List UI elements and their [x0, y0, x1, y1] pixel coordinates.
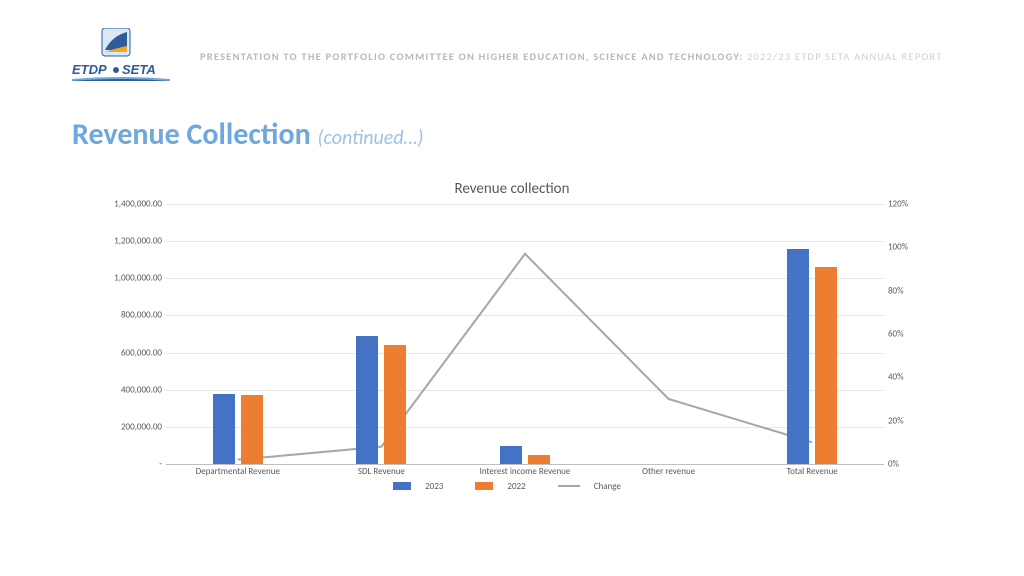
bar-2023 [500, 446, 522, 464]
y-right-tick: 100% [888, 242, 908, 253]
header-sub: 2022/23 ETDP SETA ANNUAL REPORT [743, 50, 942, 63]
y-axis-right: 0% 20% 40% 60% 80% 100% 120% [884, 204, 924, 464]
y-axis-left: - 200,000.00 400,000.00 600,000.00 800,0… [100, 204, 166, 464]
y-left-tick: 800,000.00 [121, 310, 162, 321]
bar-2023 [356, 336, 378, 464]
y-left-tick: 1,200,000.00 [114, 236, 162, 247]
legend-label: 2022 [507, 481, 525, 492]
x-label: Interest income Revenue [453, 466, 597, 477]
legend-item-2022: 2022 [475, 480, 535, 491]
svg-text:SETA: SETA [122, 62, 156, 77]
bar-2023 [787, 249, 809, 464]
svg-text:ETDP: ETDP [72, 62, 107, 77]
header-main: PRESENTATION TO THE PORTFOLIO COMMITTEE … [200, 50, 743, 63]
y-right-tick: 40% [888, 372, 904, 383]
change-line [166, 204, 884, 464]
y-left-tick: 600,000.00 [121, 347, 162, 358]
y-right-tick: 80% [888, 285, 904, 296]
y-right-tick: 0% [888, 459, 899, 470]
title-main: Revenue Collection [72, 116, 317, 153]
title-sub: (continued…) [317, 126, 423, 150]
bar-2022 [241, 395, 263, 464]
gridline-base [166, 464, 884, 465]
x-label: Departmental Revenue [166, 466, 310, 477]
y-right-tick: 60% [888, 329, 904, 340]
legend-label: Change [594, 481, 621, 492]
revenue-chart: Revenue collection - 200,000.00 400,000.… [100, 180, 924, 540]
page-title: Revenue Collection (continued…) [72, 116, 423, 153]
chart-legend: 2023 2022 Change [100, 480, 924, 492]
legend-label: 2023 [425, 481, 443, 492]
chart-plot: - 200,000.00 400,000.00 600,000.00 800,0… [100, 204, 924, 464]
header-text: PRESENTATION TO THE PORTFOLIO COMMITTEE … [200, 50, 943, 63]
legend-item-change: Change [558, 480, 631, 491]
y-left-tick: 400,000.00 [121, 384, 162, 395]
y-left-tick: 1,000,000.00 [114, 273, 162, 284]
x-label: Total Revenue [740, 466, 884, 477]
bar-2022 [815, 267, 837, 464]
y-right-tick: 120% [888, 199, 908, 210]
chart-title: Revenue collection [100, 180, 924, 198]
bar-2022 [528, 455, 550, 464]
x-label: SDL Revenue [310, 466, 454, 477]
y-left-tick: - [159, 459, 162, 470]
y-left-tick: 1,400,000.00 [114, 199, 162, 210]
plot-area [166, 204, 884, 464]
bar-2022 [384, 345, 406, 464]
bar-2023 [213, 394, 235, 464]
etdp-seta-logo: ETDP SETA [72, 28, 170, 88]
y-left-tick: 200,000.00 [121, 421, 162, 432]
x-label: Other revenue [597, 466, 741, 477]
y-right-tick: 20% [888, 415, 904, 426]
legend-item-2023: 2023 [393, 480, 453, 491]
